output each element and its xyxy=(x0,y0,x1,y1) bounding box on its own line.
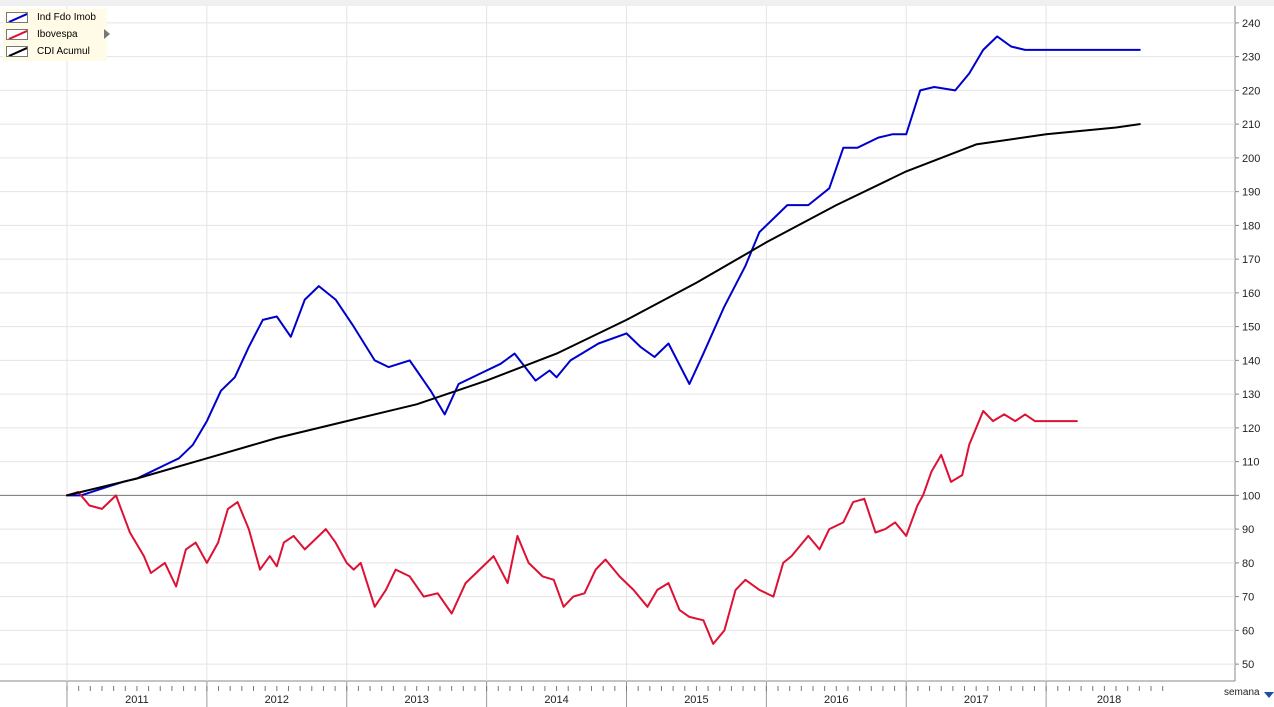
series-line-2 xyxy=(66,123,1141,497)
horizontal-gridlines xyxy=(0,22,1235,665)
y-tick-label: 110 xyxy=(1242,457,1260,469)
y-tick-label: 50 xyxy=(1242,659,1254,671)
y-tick-label: 190 xyxy=(1242,187,1260,199)
y-tick-label: 210 xyxy=(1242,119,1260,131)
y-tick-label: 90 xyxy=(1242,524,1254,536)
legend-item-series-2[interactable]: CDI Acumul xyxy=(3,43,107,60)
y-tick-label: 70 xyxy=(1242,592,1254,604)
y-tick-label: 220 xyxy=(1242,85,1260,97)
x-axis-band: 2011 2012 2013 2014 2015 2016 2017 2018 xyxy=(66,681,1164,707)
y-tick-label: 130 xyxy=(1242,389,1260,401)
series-line-1 xyxy=(66,410,1078,645)
x-tick-label: 2018 xyxy=(1097,694,1121,706)
y-tick-label: 200 xyxy=(1242,153,1260,165)
y-tick-label: 240 xyxy=(1242,18,1260,30)
y-tick-label: 120 xyxy=(1242,423,1260,435)
y-tick-label: 100 xyxy=(1242,490,1260,502)
y-tick-label: 180 xyxy=(1242,220,1260,232)
x-tick-label: 2011 xyxy=(125,694,149,706)
legend-item-series-1[interactable]: Ibovespa xyxy=(3,26,107,43)
legend-label: CDI Acumul xyxy=(37,46,90,57)
legend-box[interactable]: Ind Fdo Imob Ibovespa CDI Acumul xyxy=(3,9,110,61)
x-tick-label: 2016 xyxy=(824,694,848,706)
legend-label: Ibovespa xyxy=(37,29,78,40)
x-tick-label: 2015 xyxy=(684,694,708,706)
y-tick-label: 140 xyxy=(1242,355,1260,367)
legend-label: Ind Fdo Imob xyxy=(37,12,96,23)
x-tick-label: 2012 xyxy=(265,694,289,706)
line-swatch-icon xyxy=(6,46,28,57)
legend-item-series-0[interactable]: Ind Fdo Imob xyxy=(3,9,107,26)
y-tick-labels: 50 60 70 80 90 100 110 120 130 140 150 160 170 180 190… xyxy=(1235,18,1260,671)
x-tick-label: 2013 xyxy=(404,694,428,706)
series-lines xyxy=(66,35,1141,645)
vertical-gridlines xyxy=(66,6,1047,681)
y-tick-label: 80 xyxy=(1242,558,1254,570)
dropdown-arrow-icon[interactable] xyxy=(1264,692,1274,698)
x-unit-label: semana xyxy=(1224,687,1260,698)
line-swatch-icon xyxy=(6,29,28,40)
y-tick-label: 230 xyxy=(1242,52,1260,64)
plot-area xyxy=(0,6,1235,681)
y-tick-label: 60 xyxy=(1242,625,1254,637)
y-tick-label: 170 xyxy=(1242,254,1260,266)
top-border-bar xyxy=(0,0,1274,6)
line-swatch-icon xyxy=(6,12,28,23)
y-tick-label: 160 xyxy=(1242,288,1260,300)
expand-right-arrow-icon[interactable] xyxy=(104,29,110,39)
y-tick-label: 150 xyxy=(1242,322,1260,334)
series-line-0 xyxy=(66,35,1141,497)
x-tick-label: 2014 xyxy=(544,694,568,706)
x-tick-label: 2017 xyxy=(964,694,988,706)
